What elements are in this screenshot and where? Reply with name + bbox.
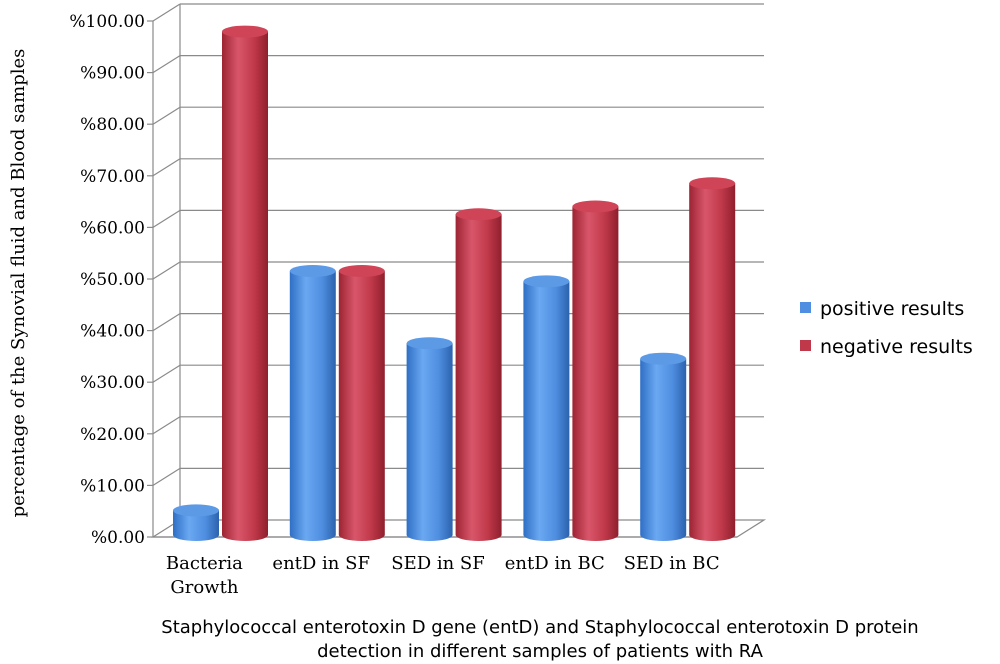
- bar-body: [689, 183, 736, 541]
- bar-body: [222, 31, 268, 542]
- legend-item: negative results: [800, 336, 973, 358]
- y-tick-label: %40.00: [80, 322, 145, 342]
- bar-body: [289, 271, 336, 541]
- bar-top: [338, 265, 385, 277]
- y-tick-label: %20.00: [80, 425, 145, 445]
- bar-top: [289, 265, 336, 277]
- gridline-diagonal: [152, 3, 181, 22]
- category-label: entD in SF: [272, 553, 370, 574]
- bar-top: [572, 200, 619, 213]
- y-tick-label: %30.00: [80, 373, 145, 393]
- bar-negative: [222, 25, 268, 542]
- bar-negative: [689, 177, 736, 541]
- category-label: Growth: [170, 577, 238, 598]
- x-axis-title: detection in different samples of patien…: [317, 641, 763, 662]
- bar-body: [406, 343, 453, 541]
- y-tick-label: %80.00: [80, 115, 145, 135]
- bar-body: [640, 358, 687, 541]
- bar-positive: [640, 352, 687, 541]
- bar-top: [173, 504, 219, 517]
- category-label: SED in SF: [391, 553, 485, 574]
- gridline-diagonal: [152, 261, 181, 280]
- bar-body: [338, 271, 385, 541]
- bars: [173, 25, 736, 542]
- legend-label: negative results: [820, 336, 973, 358]
- gridline-diagonal: [152, 467, 181, 486]
- gridline-diagonal: [152, 313, 181, 332]
- bar-top: [523, 275, 570, 288]
- bar-negative: [455, 208, 502, 542]
- gridline-diagonal: [152, 364, 181, 383]
- bar-top: [689, 177, 736, 190]
- axes: [147, 4, 767, 538]
- legend-swatch: [800, 340, 811, 351]
- y-tick-label: %100.00: [69, 12, 145, 32]
- y-tick-label: %0.00: [91, 528, 145, 548]
- bar-top: [406, 337, 453, 350]
- category-label: SED in BC: [624, 553, 720, 574]
- bar-top: [640, 352, 687, 365]
- legend-item: positive results: [800, 298, 964, 320]
- bar-body: [523, 281, 570, 541]
- y-axis-title: percentage of the Synovial fluid and Blo…: [8, 49, 29, 518]
- bar-positive: [523, 275, 570, 541]
- gridline-diagonal: [152, 416, 181, 435]
- y-tick-label: %70.00: [80, 167, 145, 187]
- legend: positive results negative results: [800, 298, 973, 358]
- bar-body: [455, 214, 502, 542]
- gridline-diagonal: [152, 158, 181, 177]
- bar-negative: [572, 200, 619, 541]
- bar-negative: [338, 265, 385, 541]
- bar-top: [222, 25, 268, 38]
- bar-positive: [289, 265, 336, 541]
- bar-positive: [406, 337, 453, 541]
- y-tick-label: %50.00: [80, 270, 145, 290]
- x-axis-title: Staphylococcal enterotoxin D gene (entD)…: [161, 617, 918, 638]
- y-tick-label: %10.00: [80, 476, 145, 496]
- y-tick-label: %90.00: [80, 64, 145, 84]
- gridline-diagonal: [152, 55, 181, 74]
- y-tick-label: %60.00: [80, 218, 145, 238]
- legend-swatch: [800, 302, 811, 313]
- legend-label: positive results: [820, 298, 964, 320]
- labels: %0.00 %10.00 %20.00 %30.00 %40.00 %50.00 %60.0…: [8, 12, 919, 662]
- bar-top: [455, 208, 502, 221]
- gridline-diagonal: [152, 209, 181, 228]
- bar-positive: [173, 504, 219, 541]
- category-label: Bacteria: [166, 553, 243, 574]
- bar-body: [572, 206, 619, 541]
- bar-body: [173, 510, 219, 541]
- category-label: entD in BC: [505, 553, 605, 574]
- gridline-diagonal: [152, 106, 181, 125]
